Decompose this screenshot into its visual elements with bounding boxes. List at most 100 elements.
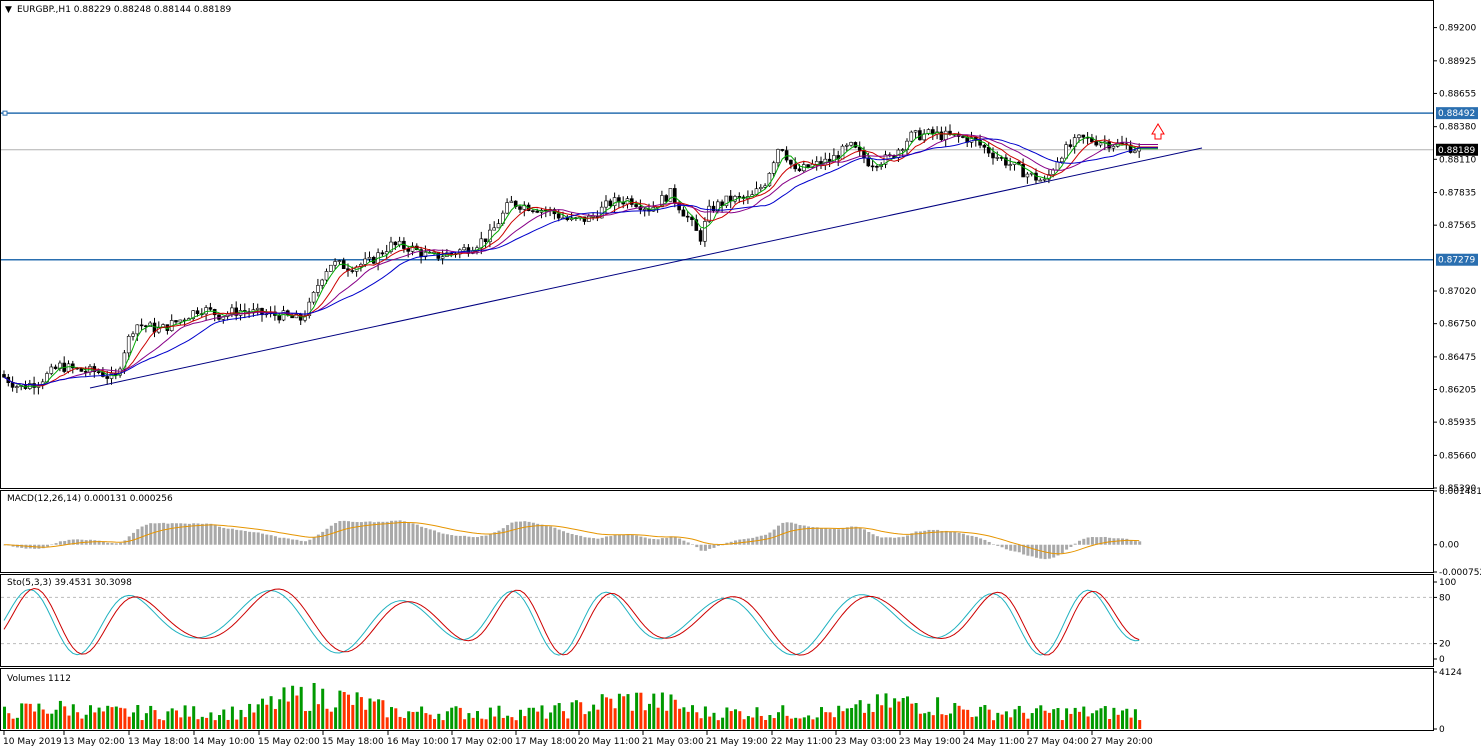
stochastic-axis-label: 100 bbox=[1439, 578, 1456, 588]
macd-bar bbox=[424, 528, 428, 545]
macd-bar bbox=[579, 535, 583, 545]
volume-bar bbox=[136, 704, 140, 729]
macd-bar bbox=[252, 532, 256, 545]
time-axis-label: 14 May 10:00 bbox=[193, 737, 255, 747]
macd-bar bbox=[101, 541, 105, 545]
macd-bar bbox=[67, 539, 71, 545]
macd-bar bbox=[622, 534, 626, 545]
candle-body bbox=[1068, 144, 1073, 147]
macd-bar bbox=[497, 530, 501, 545]
candle-body bbox=[10, 382, 15, 388]
volume-bar bbox=[463, 719, 467, 729]
volume-bar bbox=[200, 716, 204, 729]
candle-body bbox=[703, 221, 707, 242]
macd-bar bbox=[802, 525, 806, 545]
candle-body bbox=[840, 145, 845, 160]
macd-bar bbox=[1013, 544, 1017, 552]
volume-bar bbox=[1086, 716, 1090, 729]
macd-bar bbox=[630, 534, 634, 545]
volume-bar bbox=[536, 711, 540, 729]
volume-bar bbox=[476, 711, 479, 729]
macd-label: MACD(12,26,14) 0.000131 0.000256 bbox=[7, 494, 173, 504]
volume-bar bbox=[639, 692, 643, 729]
macd-bar bbox=[592, 538, 596, 545]
time-axis-label: 16 May 10:00 bbox=[387, 737, 449, 747]
candle-body bbox=[586, 215, 591, 222]
volume-bar bbox=[445, 711, 449, 729]
macd-bar bbox=[407, 522, 411, 545]
volume-bar bbox=[226, 719, 230, 729]
volume-bar bbox=[433, 718, 436, 729]
chart-title-arrow[interactable]: ▼ bbox=[5, 5, 12, 15]
volume-bar bbox=[243, 717, 247, 729]
macd-bar bbox=[721, 544, 725, 546]
volume-bar bbox=[996, 712, 1000, 729]
volume-bar bbox=[772, 718, 776, 729]
macd-bar bbox=[506, 525, 510, 545]
candle-body bbox=[1038, 179, 1043, 182]
macd-bar bbox=[15, 544, 19, 548]
macd-bar bbox=[140, 526, 144, 545]
volume-bar bbox=[256, 704, 260, 729]
volume-bar bbox=[725, 707, 729, 729]
candle-body bbox=[634, 204, 638, 207]
volume-bar bbox=[759, 715, 763, 729]
volume-bar bbox=[949, 713, 952, 729]
volume-bar bbox=[592, 704, 596, 729]
volume-bar bbox=[837, 705, 841, 729]
volume-bar bbox=[850, 707, 854, 729]
volume-bar bbox=[11, 718, 15, 729]
volume-bar bbox=[983, 705, 987, 729]
macd-bar bbox=[841, 528, 845, 545]
volume-bar bbox=[114, 706, 118, 729]
macd-axis-label: -0.000752 bbox=[1439, 568, 1481, 578]
candle-body bbox=[1098, 142, 1103, 146]
macd-bar bbox=[286, 538, 290, 545]
volume-bar bbox=[789, 718, 793, 729]
volume-bar bbox=[50, 713, 54, 729]
macd-bar bbox=[1099, 537, 1103, 545]
macd-bar bbox=[97, 540, 101, 545]
macd-bar bbox=[110, 542, 114, 545]
volume-bar bbox=[192, 706, 196, 729]
macd-bar bbox=[729, 541, 733, 545]
candle-body bbox=[1060, 157, 1064, 163]
stochastic-series bbox=[1, 587, 1433, 656]
volume-bar bbox=[54, 709, 58, 729]
volume-bar bbox=[93, 712, 97, 729]
macd-bar bbox=[329, 525, 333, 545]
macd-bar bbox=[488, 533, 492, 545]
volume-bar bbox=[484, 719, 488, 729]
candle-body bbox=[969, 137, 974, 143]
candle-body bbox=[53, 366, 58, 369]
candle-body bbox=[96, 371, 101, 373]
candle-body bbox=[1042, 178, 1047, 181]
stochastic-axis-label: 0 bbox=[1439, 655, 1445, 665]
macd-bar bbox=[183, 523, 187, 545]
macd-bar bbox=[906, 535, 909, 545]
macd-bar bbox=[798, 525, 802, 545]
macd-bar bbox=[1017, 544, 1021, 553]
volume-bar bbox=[1060, 720, 1064, 729]
macd-bar bbox=[1060, 544, 1064, 554]
macd-bar bbox=[949, 531, 952, 545]
macd-bar bbox=[54, 543, 58, 545]
volume-bar bbox=[841, 711, 845, 729]
volume-bar bbox=[1116, 714, 1120, 729]
volume-bar bbox=[222, 709, 226, 729]
volume-bar bbox=[390, 707, 393, 729]
volume-bar bbox=[458, 707, 462, 729]
macd-bar bbox=[106, 542, 110, 545]
candle-body bbox=[668, 188, 673, 202]
macd-bar bbox=[738, 539, 742, 545]
candle-body bbox=[875, 165, 879, 168]
price-axis-label: 0.88655 bbox=[1439, 89, 1476, 99]
up-arrow-icon bbox=[1151, 123, 1165, 140]
volume-bar bbox=[316, 704, 320, 729]
volume-bar bbox=[531, 707, 535, 729]
macd-bar bbox=[334, 523, 338, 545]
macd-bar bbox=[179, 523, 183, 545]
volume-bar bbox=[368, 698, 372, 729]
macd-bar bbox=[58, 541, 62, 545]
